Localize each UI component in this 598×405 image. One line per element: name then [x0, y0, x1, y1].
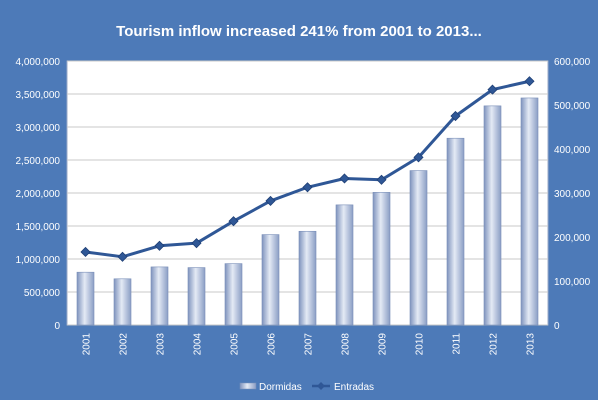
point-entradas	[80, 246, 91, 258]
legend: Dormidas Entradas	[239, 382, 374, 393]
point-entradas	[487, 84, 498, 95]
bar-dormidas	[261, 234, 280, 326]
y-right-tick-label: 100,000	[554, 277, 591, 288]
x-tick-label: 2009	[378, 333, 389, 356]
y-right-tick-label: 600,000	[554, 57, 591, 68]
y-right-tick-label: 400,000	[554, 145, 591, 156]
x-tick-label: 2012	[489, 333, 500, 356]
bar-dormidas	[335, 204, 354, 326]
y-left-tick-label: 1,500,000	[16, 222, 61, 233]
point-entradas	[339, 173, 350, 184]
y-left-tick-label: 3,500,000	[16, 90, 61, 101]
bar-dormidas	[298, 230, 317, 326]
y-left-tick-label: 2,500,000	[16, 156, 61, 167]
y-right-tick-label: 300,000	[554, 189, 591, 200]
bar-dormidas	[520, 97, 539, 326]
legend-label-entradas: Entradas	[334, 382, 374, 393]
bar-dormidas	[409, 170, 428, 326]
bar-dormidas	[483, 105, 502, 326]
x-tick-label: 2003	[156, 333, 167, 356]
x-tick-label: 2002	[119, 333, 130, 356]
bar-dormidas	[76, 271, 95, 326]
y-left-tick-label: 500,000	[24, 288, 61, 299]
point-entradas	[524, 76, 535, 87]
point-entradas	[413, 152, 424, 163]
y-right-tick-label: 0	[554, 321, 560, 332]
point-entradas	[450, 110, 461, 122]
x-tick-label: 2011	[452, 333, 463, 355]
bar-dormidas	[150, 266, 169, 326]
legend-swatch-dormidas	[239, 382, 257, 390]
legend-marker-entradas	[317, 382, 325, 390]
x-tick-label: 2006	[267, 333, 278, 356]
y-right-tick-label: 500,000	[554, 101, 591, 112]
point-entradas	[117, 251, 128, 262]
x-tick-label: 2008	[341, 333, 352, 356]
y-right-tick-label: 200,000	[554, 233, 591, 244]
bar-dormidas	[446, 137, 465, 326]
bar-dormidas	[372, 192, 391, 326]
x-tick-label: 2007	[304, 333, 315, 356]
chart-title: Tourism inflow increased 241% from 2001 …	[116, 23, 482, 40]
x-tick-label: 2005	[230, 333, 241, 356]
point-entradas	[154, 240, 165, 251]
bar-dormidas	[224, 263, 243, 326]
point-entradas	[265, 195, 276, 206]
bar-dormidas	[113, 278, 132, 326]
legend-label-dormidas: Dormidas	[259, 382, 302, 393]
y-left-tick-label: 0	[54, 321, 60, 332]
x-tick-label: 2010	[415, 333, 426, 356]
y-left-tick-label: 2,000,000	[16, 189, 61, 200]
bar-dormidas	[187, 267, 206, 326]
point-entradas	[228, 216, 239, 227]
y-left-tick-label: 1,000,000	[16, 255, 61, 266]
x-tick-label: 2001	[82, 333, 93, 356]
y-left-tick-label: 4,000,000	[16, 57, 61, 68]
x-tick-label: 2013	[526, 333, 537, 356]
y-left-tick-label: 3,000,000	[16, 123, 61, 134]
point-entradas	[302, 182, 313, 193]
point-entradas	[191, 238, 202, 249]
x-tick-label: 2004	[193, 333, 204, 356]
point-entradas	[376, 174, 387, 185]
